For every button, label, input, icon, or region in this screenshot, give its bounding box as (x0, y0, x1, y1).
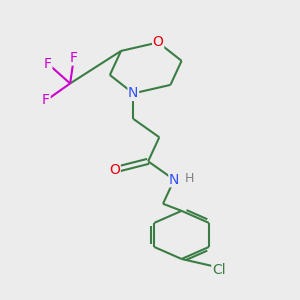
Text: O: O (109, 163, 120, 177)
Text: N: N (169, 173, 179, 187)
Text: F: F (42, 94, 50, 107)
Text: O: O (153, 35, 164, 50)
Text: F: F (70, 51, 78, 65)
Text: Cl: Cl (212, 263, 226, 277)
Text: H: H (185, 172, 194, 185)
Text: N: N (128, 86, 139, 100)
Text: F: F (44, 57, 52, 71)
